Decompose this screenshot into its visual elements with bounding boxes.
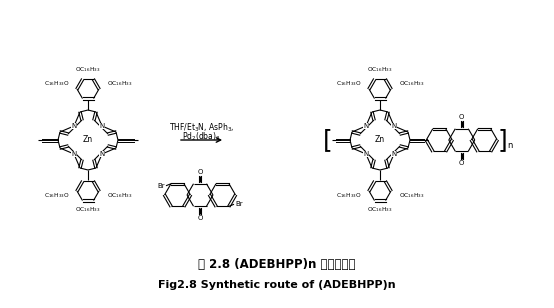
Text: O: O: [459, 114, 464, 120]
Text: [: [: [323, 128, 333, 152]
Text: C$_{16}$H$_{33}$O: C$_{16}$H$_{33}$O: [44, 79, 69, 88]
Text: N: N: [391, 123, 397, 129]
Text: Zn: Zn: [375, 136, 385, 144]
Text: ]: ]: [497, 128, 507, 152]
Text: OC$_{16}$H$_{33}$: OC$_{16}$H$_{33}$: [367, 205, 393, 214]
Text: OC$_{16}$H$_{33}$: OC$_{16}$H$_{33}$: [107, 192, 132, 201]
Text: OC$_{16}$H$_{33}$: OC$_{16}$H$_{33}$: [399, 192, 424, 201]
Text: O: O: [197, 169, 203, 175]
Text: N: N: [99, 123, 105, 129]
Text: Zn: Zn: [83, 136, 93, 144]
Text: OC$_{16}$H$_{33}$: OC$_{16}$H$_{33}$: [399, 79, 424, 88]
Text: OC$_{16}$H$_{33}$: OC$_{16}$H$_{33}$: [75, 205, 101, 214]
Text: OC$_{16}$H$_{33}$: OC$_{16}$H$_{33}$: [75, 66, 101, 75]
Text: n: n: [507, 141, 513, 151]
Text: Pd$_2$(dba)$_3$: Pd$_2$(dba)$_3$: [182, 131, 221, 143]
Text: Br: Br: [157, 183, 165, 189]
Text: N: N: [391, 151, 397, 157]
Text: C$_{16}$H$_{33}$O: C$_{16}$H$_{33}$O: [44, 192, 69, 201]
Text: OC$_{16}$H$_{33}$: OC$_{16}$H$_{33}$: [107, 79, 132, 88]
Text: N: N: [71, 151, 76, 157]
Text: N: N: [99, 151, 105, 157]
Text: THF/Et$_3$N, AsPh$_3$,: THF/Et$_3$N, AsPh$_3$,: [169, 122, 234, 134]
Text: Fig2.8 Synthetic route of (ADEBHPP)n: Fig2.8 Synthetic route of (ADEBHPP)n: [158, 280, 396, 290]
Text: C$_{16}$H$_{33}$O: C$_{16}$H$_{33}$O: [336, 192, 361, 201]
Text: O: O: [459, 160, 464, 166]
Text: C$_{16}$H$_{33}$O: C$_{16}$H$_{33}$O: [336, 79, 361, 88]
Text: 图 2.8 (ADEBHPP)n 的合成路线: 图 2.8 (ADEBHPP)n 的合成路线: [198, 258, 356, 271]
Text: N: N: [363, 151, 368, 157]
Text: N: N: [363, 123, 368, 129]
Text: N: N: [71, 123, 76, 129]
Text: OC$_{16}$H$_{33}$: OC$_{16}$H$_{33}$: [367, 66, 393, 75]
Text: Br: Br: [235, 201, 243, 207]
Text: O: O: [197, 215, 203, 221]
